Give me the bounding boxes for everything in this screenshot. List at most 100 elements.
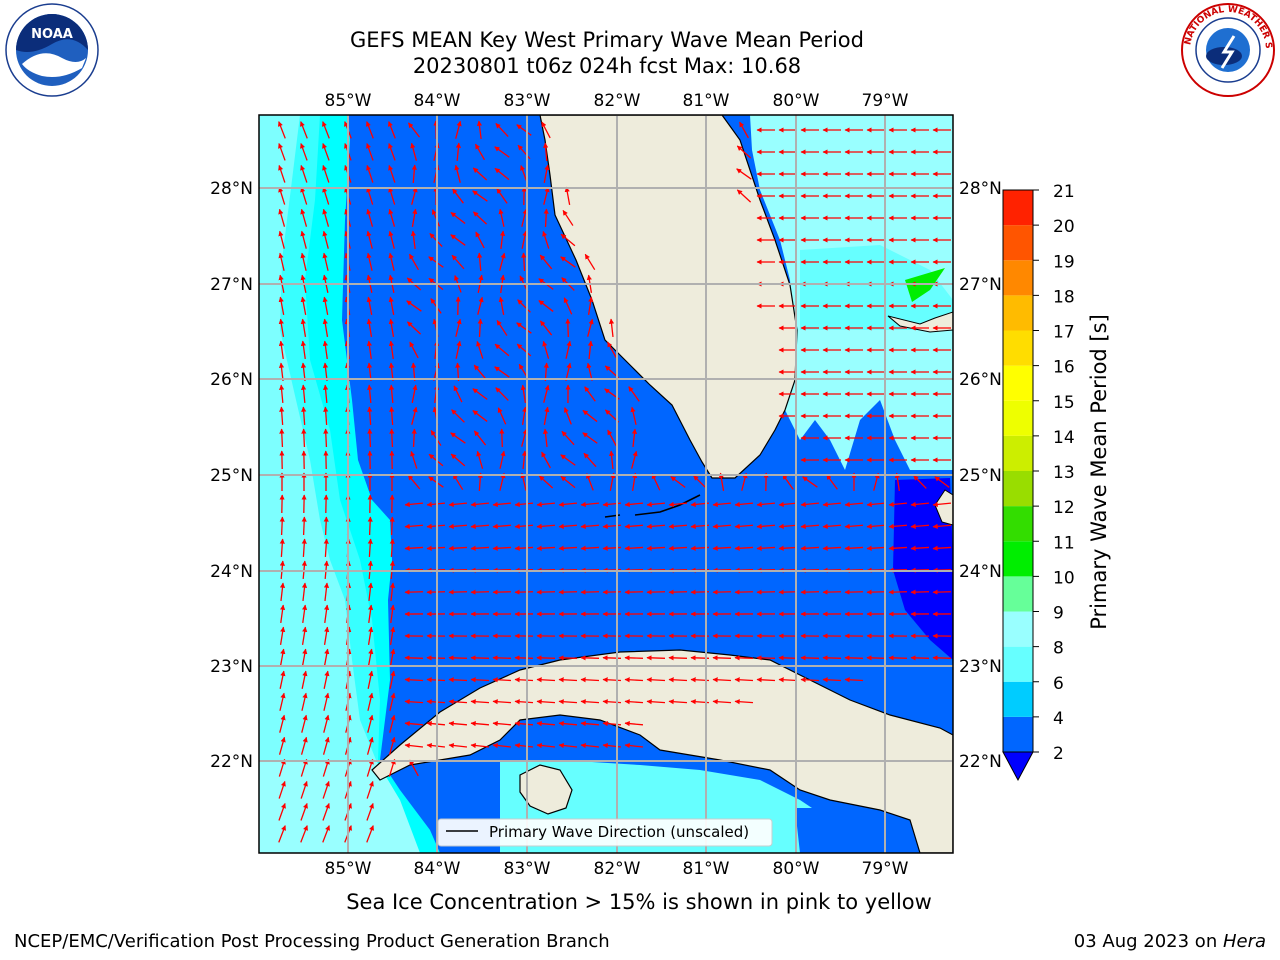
wave-direction-arrow [492,523,512,529]
wave-direction-arrow [712,501,732,508]
wave-direction-arrow [278,230,285,249]
wave-direction-arrow [631,428,638,448]
wave-direction-arrow [366,318,373,337]
wave-direction-arrow [913,475,927,489]
colorbar-segment [1003,611,1033,647]
wave-direction-arrow [543,362,549,382]
wave-direction-arrow [278,758,286,777]
wave-direction-arrow [536,655,556,661]
lat-label-right: 26°N [959,370,1002,390]
wave-direction-arrow [492,699,512,705]
wave-direction-arrow [322,121,330,139]
colorbar-label: Primary Wave Mean Period [s] [1087,314,1111,630]
wave-direction-arrow [541,121,551,139]
wave-direction-arrow [624,523,644,529]
wave-direction-arrow [388,186,396,205]
wave-direction-arrow [278,318,285,337]
colorbar-tick-label: 21 [1053,182,1075,202]
wave-direction-arrow [536,742,556,749]
wave-direction-arrow [406,321,422,335]
wave-direction-arrow [498,208,505,227]
wave-direction-arrow [514,523,534,529]
wave-direction-arrow [476,120,483,140]
lon-label-top: 79°W [862,91,909,111]
wave-direction-arrow [560,454,576,466]
wave-direction-arrow [580,742,600,749]
wave-direction-arrow [451,409,465,423]
wave-direction-arrow [646,699,666,705]
wave-direction-arrow [448,677,468,683]
wave-direction-arrow [558,677,578,683]
wave-direction-arrow [404,699,424,705]
chart-subtitle: 20230801 t06z 024h fcst Max: 10.68 [412,54,802,78]
wave-direction-arrow [560,233,576,247]
wave-direction-arrow [492,545,512,551]
lat-label-right: 23°N [959,657,1002,677]
footer-date-text: 03 Aug 2023 on [1073,931,1223,952]
wave-direction-arrow [558,523,578,529]
wave-direction-arrow [367,384,373,404]
wave-direction-arrow [411,186,418,205]
wave-direction-arrow [734,677,754,683]
wave-direction-arrow [624,699,644,705]
wave-direction-arrow [366,736,374,755]
wave-direction-arrow [366,252,373,271]
wave-direction-arrow [778,655,798,661]
wave-direction-arrow [477,252,483,272]
wave-direction-arrow [624,545,644,551]
wave-direction-arrow [366,825,374,843]
wave-direction-arrow [389,428,395,448]
wave-direction-arrow [388,252,395,271]
chart-title: GEFS MEAN Key West Primary Wave Mean Per… [350,28,864,52]
wave-direction-arrow [278,825,286,843]
lat-label-right: 28°N [959,179,1002,199]
wave-direction-arrow [932,655,952,661]
wave-direction-arrow [388,296,395,315]
wave-direction-arrow [602,655,622,661]
wave-direction-arrow [586,473,594,491]
wave-direction-arrow [932,523,952,529]
lon-label-top: 83°W [504,91,551,111]
lon-label-bottom: 83°W [504,859,551,879]
wave-direction-arrow [866,523,886,529]
wave-direction-arrow [476,450,484,469]
wave-direction-arrow [741,472,748,491]
colorbar-segment [1003,260,1033,296]
wave-direction-arrow [300,340,306,360]
wave-direction-arrow [279,714,286,733]
wave-direction-arrow [844,501,864,508]
wave-direction-arrow [558,699,578,705]
wave-direction-arrow [388,208,396,227]
wave-direction-arrow [630,406,637,425]
wave-direction-arrow [301,626,308,645]
wave-direction-arrow [668,523,688,529]
noaa-logo-text: NOAA [31,27,73,42]
wave-direction-arrow [455,142,461,162]
wave-direction-arrow [668,699,688,705]
wave-direction-arrow [888,523,908,529]
wave-direction-arrow [470,523,490,529]
wave-direction-arrow [389,538,395,558]
wave-direction-arrow [278,143,286,161]
wave-direction-arrow [322,230,329,249]
wave-direction-arrow [894,472,900,491]
wave-direction-arrow [756,677,776,683]
wave-direction-arrow [322,252,329,271]
wave-direction-arrow [323,538,329,558]
wave-direction-arrow [536,699,556,705]
wave-direction-arrow [300,780,308,799]
wave-direction-arrow [278,803,286,821]
wave-direction-arrow [300,803,308,821]
map-gridlines [259,115,953,853]
wave-direction-arrow [538,300,554,312]
wave-direction-arrow [536,721,556,727]
wave-direction-arrow [756,501,776,508]
wave-direction-arrow [388,736,396,755]
wave-direction-arrow [454,164,461,183]
wave-direction-arrow [322,318,329,337]
wave-direction-arrow [453,385,463,403]
wave-direction-arrow [477,318,483,338]
wave-direction-arrow [367,714,374,733]
wave-direction-arrow [624,742,644,749]
wave-direction-arrow [712,523,732,529]
